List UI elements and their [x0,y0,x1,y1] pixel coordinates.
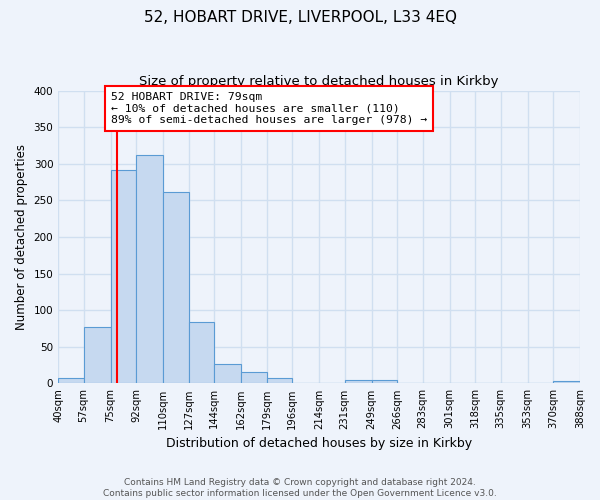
Text: Contains HM Land Registry data © Crown copyright and database right 2024.
Contai: Contains HM Land Registry data © Crown c… [103,478,497,498]
Title: Size of property relative to detached houses in Kirkby: Size of property relative to detached ho… [139,75,499,88]
Bar [214,364,241,384]
Bar [58,378,83,384]
Bar [266,378,292,384]
Bar [136,155,163,384]
Bar [110,170,136,384]
Bar [163,192,188,384]
Y-axis label: Number of detached properties: Number of detached properties [15,144,28,330]
Bar [344,380,371,384]
Bar [241,372,266,384]
Text: 52, HOBART DRIVE, LIVERPOOL, L33 4EQ: 52, HOBART DRIVE, LIVERPOOL, L33 4EQ [143,10,457,25]
Bar [83,327,110,384]
X-axis label: Distribution of detached houses by size in Kirkby: Distribution of detached houses by size … [166,437,472,450]
Bar [371,380,397,384]
Bar [553,381,580,384]
Text: 52 HOBART DRIVE: 79sqm
← 10% of detached houses are smaller (110)
89% of semi-de: 52 HOBART DRIVE: 79sqm ← 10% of detached… [110,92,427,125]
Bar [188,322,214,384]
